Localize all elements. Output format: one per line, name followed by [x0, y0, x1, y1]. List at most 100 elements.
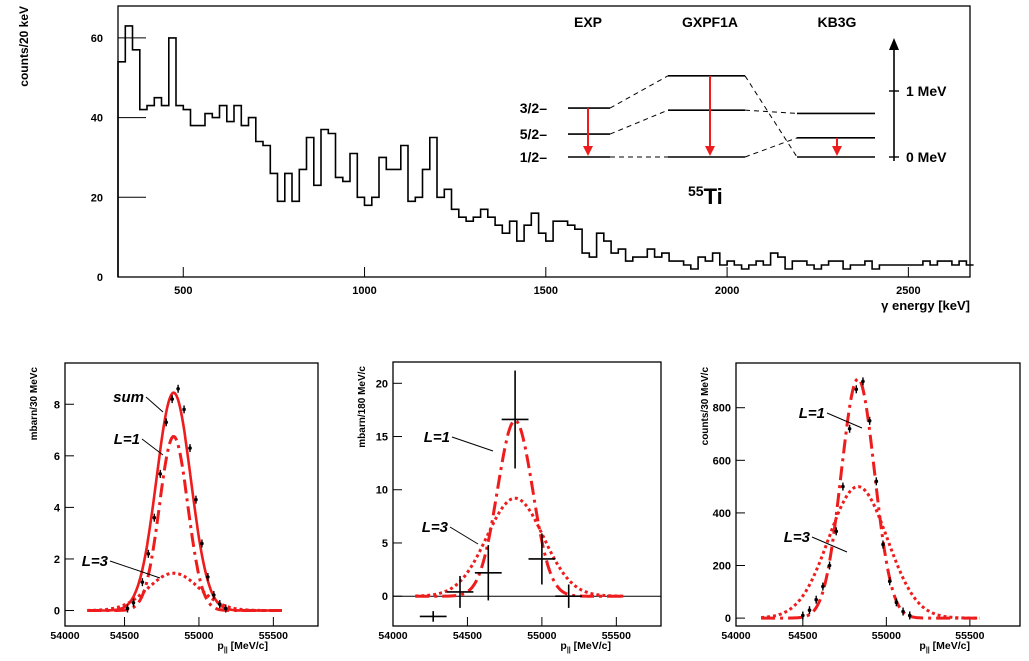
level-scheme-inset: EXP GXPF1A KB3G 3/2– 5/2– 1/2– 1 MeV 0 MeV 55Ti — [520, 14, 947, 209]
x-tick-label: 500 — [174, 285, 192, 297]
scale-label: 1 MeV — [906, 83, 947, 99]
curve-annotation: L=3 — [784, 529, 811, 546]
level-connector — [744, 75, 798, 158]
plot-frame — [735, 362, 1021, 627]
x-tick-label: 1500 — [534, 285, 558, 297]
annotation-leader — [826, 412, 863, 429]
transition-arrow-head — [832, 146, 842, 156]
spin-label: 3/2– — [520, 100, 547, 116]
transition-arrow-head — [705, 146, 715, 156]
annotation-leader — [109, 560, 161, 579]
data-point — [152, 515, 157, 520]
x-tick-label: 55500 — [955, 630, 984, 642]
y-tick-label: 15 — [376, 432, 388, 444]
data-point — [821, 584, 825, 589]
data-point — [881, 542, 885, 547]
data-point — [834, 529, 839, 534]
transition-arrow-head — [583, 146, 593, 156]
plot-frame — [392, 361, 662, 627]
y-axis-title: mbarn/30 MeVc — [29, 367, 40, 441]
data-point — [170, 397, 174, 401]
level-connector — [744, 109, 798, 114]
x-axis-unit: [MeV/c] — [228, 640, 268, 652]
y-tick-label: 0 — [725, 613, 731, 625]
x-tick-label: 1000 — [352, 285, 376, 297]
data-point — [188, 446, 192, 450]
x-axis-subscript: || — [926, 647, 930, 654]
annotation-leader — [145, 396, 164, 413]
x-axis-unit: [MeV/c] — [571, 640, 611, 652]
data-point — [194, 497, 198, 502]
curve-annotation: sum — [113, 389, 144, 406]
column-header: GXPF1A — [682, 14, 738, 30]
data-point — [867, 419, 872, 423]
curve-l3 — [415, 496, 626, 598]
x-tick-label: 54000 — [721, 630, 750, 642]
curve-l1 — [761, 377, 980, 620]
x-axis-title: p|| [MeV/c] — [560, 640, 611, 654]
curve-l1 — [87, 434, 282, 612]
curve-annotation: L=1 — [424, 429, 450, 446]
x-tick-label: 54000 — [378, 630, 407, 642]
momentum-panel-right: 0 200 400 600 800 54000 54500 55000 55500 counts/… — [700, 362, 1021, 654]
x-tick-label: 55500 — [602, 630, 631, 642]
scale-label: 0 MeV — [906, 149, 947, 165]
x-axis-symbol: p — [217, 640, 223, 652]
curve-annotation: L=1 — [114, 431, 140, 448]
data-point — [164, 420, 168, 425]
x-tick-label: 55500 — [259, 630, 288, 642]
data-point — [841, 484, 845, 489]
data-point — [206, 575, 210, 579]
y-tick-label: 6 — [54, 451, 60, 463]
y-tick-label: 10 — [376, 485, 388, 497]
x-axis-title: p|| [MeV/c] — [919, 640, 970, 654]
data-point — [847, 426, 852, 431]
x-tick-label: 54500 — [788, 630, 817, 642]
data-point — [901, 609, 905, 614]
x-tick-label: 2500 — [896, 285, 920, 297]
x-tick-label: 54500 — [110, 630, 139, 642]
data-point — [212, 593, 216, 597]
spectrum-histogram — [117, 25, 974, 277]
y-tick-label: 0 — [54, 606, 60, 618]
y-tick-label: 40 — [91, 113, 103, 125]
y-tick-label: 600 — [713, 455, 731, 467]
curve-l1 — [415, 419, 626, 598]
curve-annotation: L=3 — [82, 553, 109, 570]
data-point — [182, 407, 186, 412]
y-tick-label: 0 — [97, 272, 103, 284]
data-point — [131, 600, 136, 605]
x-axis-symbol: p — [560, 640, 566, 652]
data-point — [827, 563, 832, 568]
data-point — [801, 613, 805, 618]
x-tick-label: 55000 — [872, 630, 901, 642]
level-connector — [609, 109, 669, 135]
spin-label: 5/2– — [520, 126, 547, 142]
plot-frame — [64, 362, 319, 627]
y-tick-label: 8 — [54, 399, 60, 411]
annotation-leader — [449, 526, 479, 545]
data-point — [223, 606, 228, 611]
x-tick-label: 55000 — [184, 630, 213, 642]
x-axis-title: p|| [MeV/c] — [217, 640, 268, 654]
y-axis-title: counts/20 keV — [17, 6, 31, 87]
column-header: EXP — [574, 14, 602, 30]
data-point — [146, 552, 151, 556]
element-symbol: Ti — [704, 184, 723, 209]
level-connector — [609, 75, 669, 109]
data-point — [874, 479, 879, 484]
y-tick-label: 400 — [713, 508, 731, 520]
y-tick-label: 5 — [382, 538, 388, 550]
x-axis-title: γ energy [keV] — [881, 298, 970, 313]
x-tick-label: 2000 — [715, 285, 739, 297]
data-point — [140, 580, 145, 584]
curve-annotation: L=3 — [422, 519, 449, 536]
y-tick-label: 2 — [54, 554, 60, 566]
x-axis-symbol: p — [919, 640, 925, 652]
x-axis-subscript: || — [224, 647, 228, 654]
x-axis-subscript: || — [567, 647, 571, 654]
y-tick-label: 800 — [713, 403, 731, 415]
y-tick-label: 200 — [713, 561, 731, 573]
data-point — [887, 579, 892, 584]
